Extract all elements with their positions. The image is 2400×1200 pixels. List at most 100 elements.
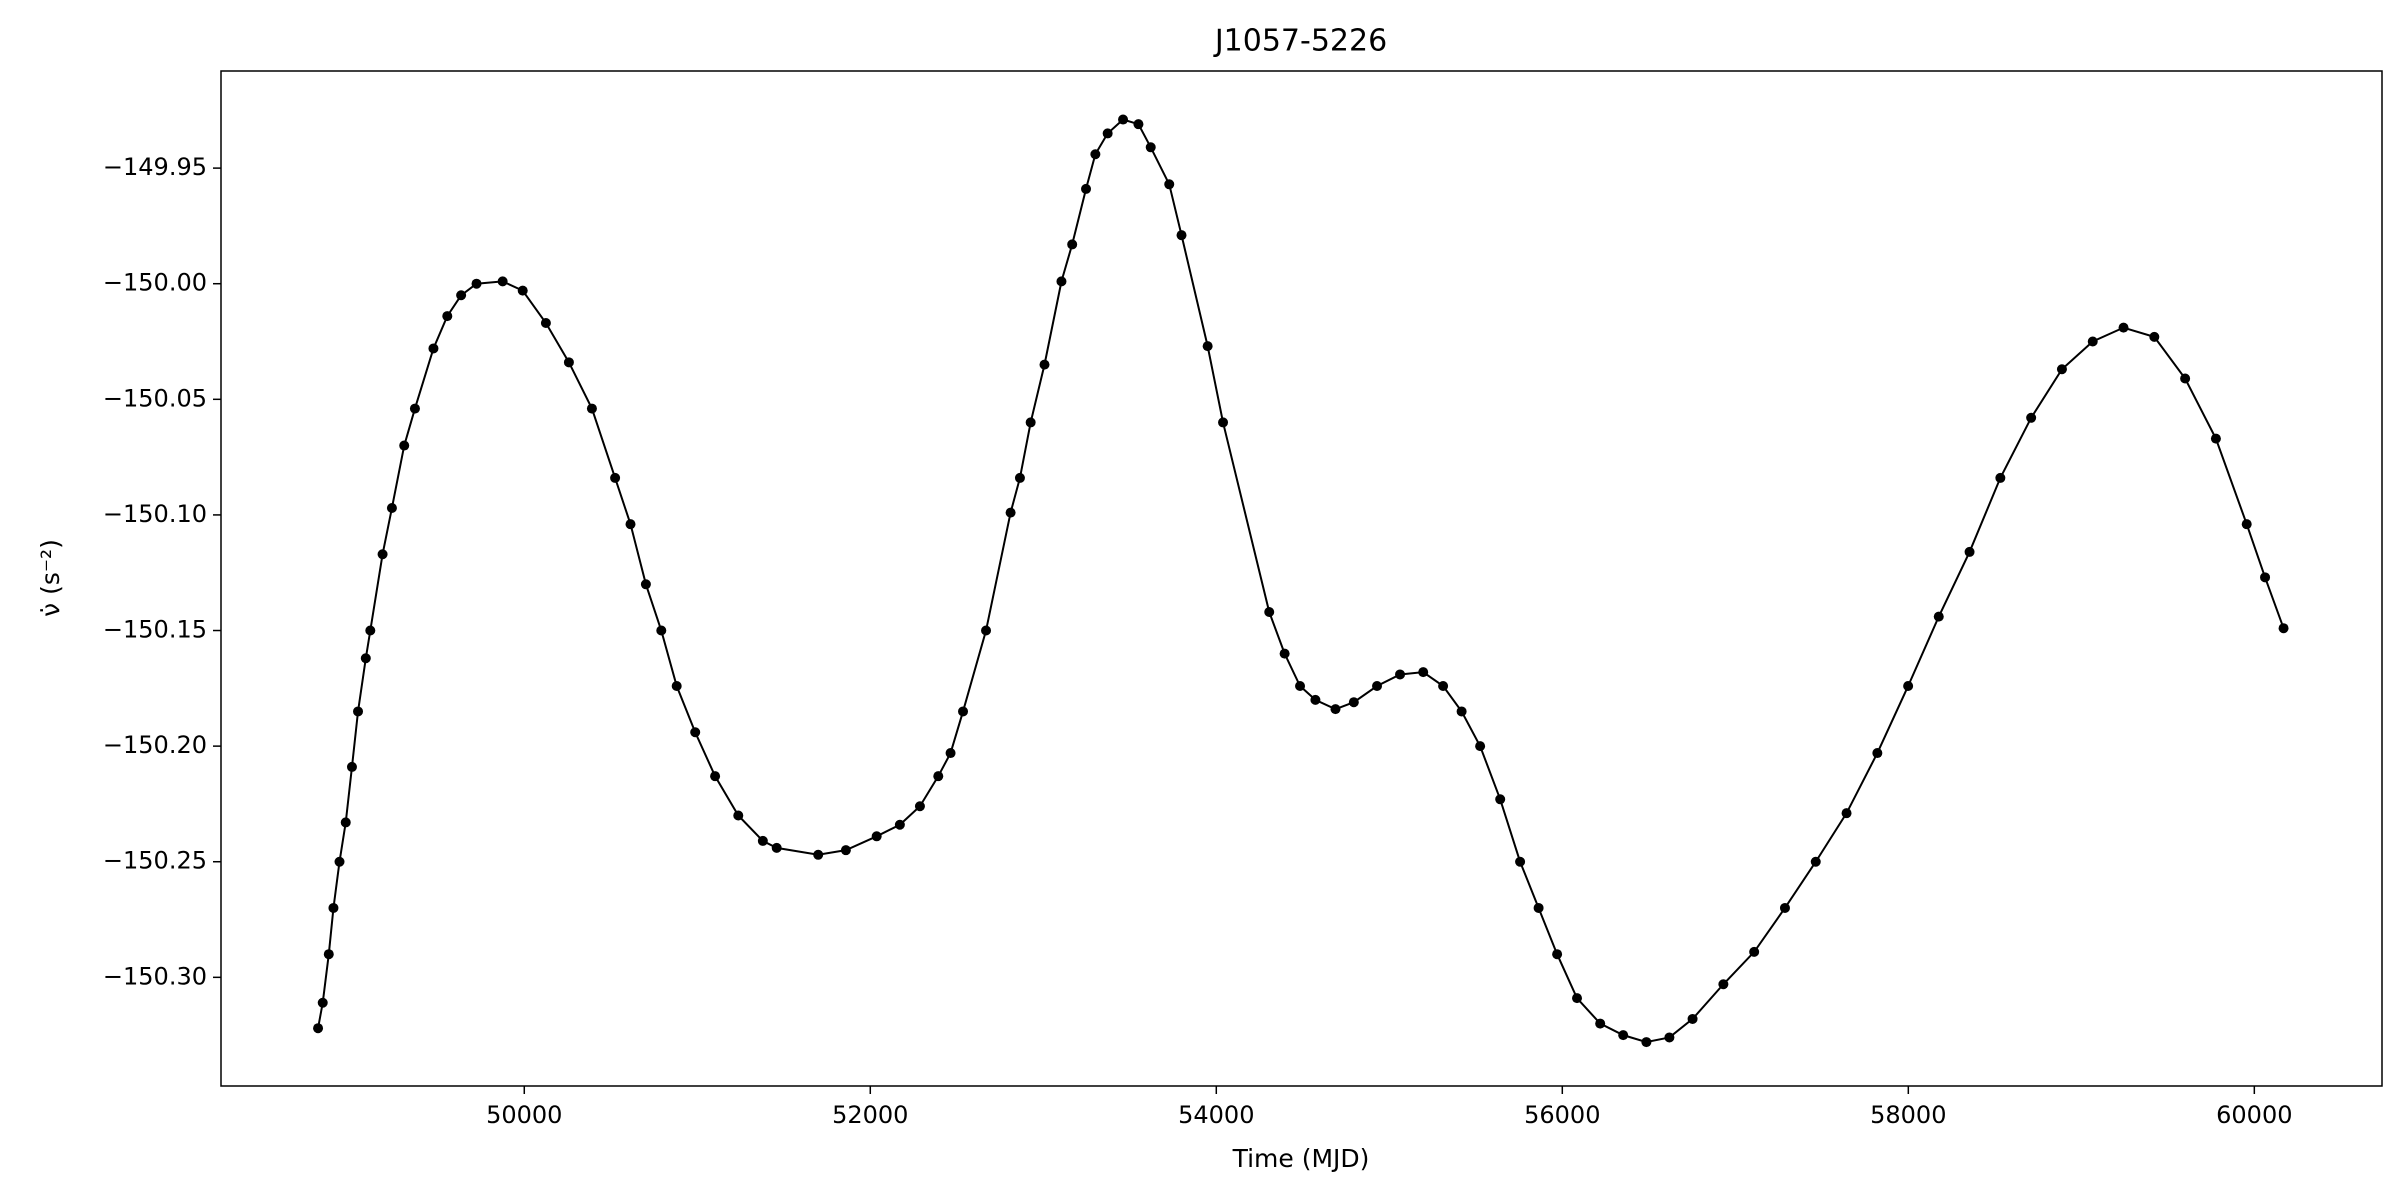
data-line <box>317 118 2285 1044</box>
data-point <box>1872 748 1883 759</box>
data-point <box>428 343 439 354</box>
data-point <box>2087 336 2098 347</box>
data-point <box>933 771 944 782</box>
data-point <box>1515 856 1526 867</box>
x-tick-label: 54000 <box>1178 1101 1254 1129</box>
y-tick-label: −150.30 <box>103 962 207 990</box>
data-point <box>1025 417 1036 428</box>
y-tick-label: −150.15 <box>103 616 207 644</box>
data-point <box>690 727 701 738</box>
data-point <box>1552 949 1563 960</box>
x-tick-label: 50000 <box>486 1101 562 1129</box>
data-point <box>1005 507 1016 518</box>
data-point <box>2149 331 2160 342</box>
data-point <box>1056 276 1067 287</box>
data-point <box>1841 808 1852 819</box>
data-point <box>1475 741 1486 752</box>
data-point <box>2260 572 2271 583</box>
x-tick-label: 56000 <box>1524 1101 1600 1129</box>
data-point <box>563 357 574 368</box>
data-point <box>471 278 482 289</box>
data-point <box>1295 681 1306 692</box>
data-point <box>540 318 551 329</box>
data-point <box>1418 667 1429 678</box>
data-point <box>1330 704 1341 715</box>
data-point <box>1395 669 1406 680</box>
data-point <box>871 831 882 842</box>
data-point <box>323 949 334 960</box>
data-point <box>1202 341 1213 352</box>
data-point <box>2241 519 2252 530</box>
x-tick-label: 60000 <box>2216 1101 2292 1129</box>
data-point <box>313 1023 324 1034</box>
data-point <box>1964 546 1975 557</box>
data-point <box>1102 128 1113 139</box>
data-point <box>1533 902 1544 913</box>
data-point <box>1372 681 1383 692</box>
x-axis-label: Time (MJD) <box>1232 1144 1370 1173</box>
data-point <box>1264 607 1275 618</box>
data-point <box>1118 114 1129 125</box>
data-point <box>1749 946 1760 957</box>
data-point <box>656 625 667 636</box>
data-point <box>399 440 410 451</box>
data-point <box>958 706 969 717</box>
data-point <box>360 653 371 664</box>
y-tick-label: −150.05 <box>103 384 207 412</box>
data-point <box>1595 1018 1606 1029</box>
data-point <box>813 849 824 860</box>
data-point <box>610 472 621 483</box>
data-point <box>497 276 508 287</box>
data-point <box>981 625 992 636</box>
data-point <box>1718 979 1729 990</box>
y-axis-label: ν̇ (s⁻²) <box>36 539 65 617</box>
data-point <box>733 810 744 821</box>
data-point <box>442 311 453 322</box>
data-point <box>586 403 597 414</box>
data-point <box>1438 681 1449 692</box>
data-point <box>365 625 376 636</box>
data-point <box>1176 230 1187 241</box>
data-point <box>1090 149 1101 160</box>
data-point <box>328 902 339 913</box>
data-point <box>317 997 328 1008</box>
data-point <box>1641 1037 1652 1048</box>
data-point <box>1133 119 1144 130</box>
y-tick-label: −150.10 <box>103 500 207 528</box>
y-tick-label: −150.25 <box>103 847 207 875</box>
plot-frame <box>220 70 2383 1087</box>
data-point <box>1164 179 1175 190</box>
data-point <box>1310 694 1321 705</box>
y-tick-label: −150.00 <box>103 269 207 297</box>
data-point <box>1218 417 1229 428</box>
data-point <box>945 748 956 759</box>
chart-title: J1057-5226 <box>1213 24 1387 59</box>
data-point <box>1687 1013 1698 1024</box>
data-point <box>1279 648 1290 659</box>
data-point <box>1779 902 1790 913</box>
data-point <box>2210 433 2221 444</box>
x-tick-label: 58000 <box>1870 1101 1946 1129</box>
data-point <box>346 761 357 772</box>
data-point <box>340 817 351 828</box>
data-point <box>1039 359 1050 370</box>
data-point <box>2278 623 2289 634</box>
data-point <box>894 819 905 830</box>
data-point <box>640 579 651 590</box>
data-point <box>1664 1032 1675 1043</box>
y-tick-label: −149.95 <box>103 153 207 181</box>
data-point <box>334 856 345 867</box>
data-point <box>1903 681 1914 692</box>
data-point <box>456 290 467 301</box>
data-point <box>1618 1030 1629 1041</box>
data-point <box>1067 239 1078 250</box>
data-point <box>671 681 682 692</box>
data-point <box>2118 322 2129 333</box>
data-point <box>771 842 782 853</box>
data-point <box>1348 697 1359 708</box>
data-point <box>386 502 397 513</box>
data-point <box>1572 993 1583 1004</box>
data-point <box>1495 794 1506 805</box>
data-point <box>1456 706 1467 717</box>
